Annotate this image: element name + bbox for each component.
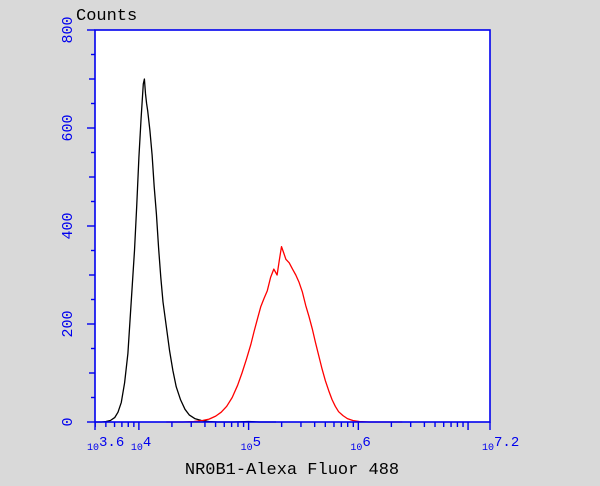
axis-ticks xyxy=(87,29,491,430)
x-axis-label: NR0B1-Alexa Fluor 488 xyxy=(185,461,399,480)
curve-NR0B1-stained xyxy=(166,245,403,423)
x-tick-label: 107.2 xyxy=(482,435,519,454)
x-tick-label: 103.6 xyxy=(87,435,124,454)
x-tick-label: 106 xyxy=(350,435,370,454)
x-tick-label: 105 xyxy=(241,435,261,454)
y-tick-label: 200 xyxy=(60,310,77,337)
y-tick-label: 600 xyxy=(60,114,77,141)
x-tick-label: 104 xyxy=(131,435,151,454)
series-curves xyxy=(95,78,403,423)
curve-unstained-control xyxy=(95,78,276,423)
plot-area xyxy=(95,30,490,422)
y-tick-label: 800 xyxy=(60,16,77,43)
y-axis-title: Counts xyxy=(76,7,137,26)
y-tick-label: 0 xyxy=(60,417,77,426)
axis-tick-labels: 0 200 400 600 800 103.6 104 105 106 107.2 xyxy=(60,16,519,454)
y-tick-label: 400 xyxy=(60,212,77,239)
